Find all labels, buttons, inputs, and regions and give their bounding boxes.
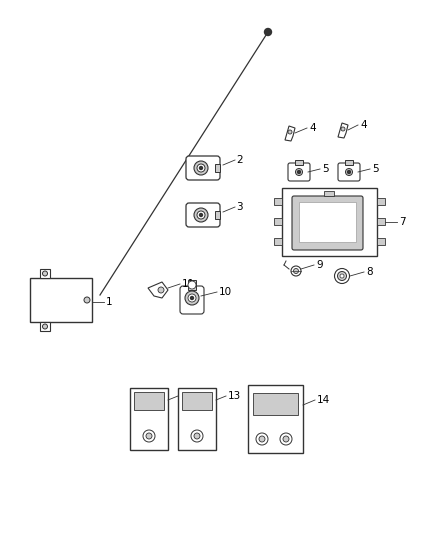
Circle shape [191,296,194,300]
Circle shape [158,287,164,293]
FancyBboxPatch shape [338,163,360,181]
Bar [324,191,334,196]
Text: 14: 14 [317,395,330,405]
Text: 5: 5 [322,164,328,174]
Circle shape [341,127,345,131]
FancyBboxPatch shape [292,196,363,250]
Bar [377,238,385,245]
Circle shape [256,433,268,445]
FancyBboxPatch shape [186,203,220,227]
Bar [299,202,356,242]
Circle shape [143,430,155,442]
Text: 10: 10 [219,287,232,297]
Polygon shape [285,126,295,141]
Circle shape [335,269,350,284]
Bar [274,198,282,205]
Text: 11: 11 [182,279,195,289]
Circle shape [296,168,303,175]
Bar [182,392,212,410]
Circle shape [259,436,265,442]
Text: 4: 4 [309,123,316,133]
Text: 5: 5 [372,164,378,174]
Circle shape [265,28,272,36]
Circle shape [146,433,152,439]
Polygon shape [148,282,168,298]
Text: 8: 8 [366,267,373,277]
Circle shape [84,297,90,303]
Circle shape [346,168,353,175]
Circle shape [188,281,196,289]
Circle shape [194,208,208,222]
Bar [178,388,216,450]
Circle shape [194,433,200,439]
Circle shape [280,433,292,445]
Circle shape [288,130,292,134]
Circle shape [188,294,196,302]
Circle shape [199,166,202,169]
Circle shape [338,271,346,280]
Bar [253,393,298,415]
Text: 1: 1 [106,297,113,307]
Circle shape [191,430,203,442]
Polygon shape [338,123,348,138]
Bar [248,385,303,453]
Circle shape [291,266,301,276]
Circle shape [197,164,205,172]
Bar [40,269,50,278]
Bar [215,211,220,219]
Text: 9: 9 [316,260,323,270]
Bar [130,388,168,450]
Circle shape [293,269,299,273]
Bar [188,280,196,290]
Circle shape [283,436,289,442]
Bar [274,238,282,245]
Bar [377,218,385,225]
Bar [295,160,303,165]
FancyBboxPatch shape [180,286,204,314]
Circle shape [199,214,202,216]
Text: 7: 7 [399,217,406,227]
Text: 13: 13 [228,391,241,401]
Bar [282,188,377,256]
Bar [345,160,353,165]
Circle shape [185,291,199,305]
Bar [274,218,282,225]
Circle shape [347,171,350,174]
Circle shape [197,211,205,219]
Text: 3: 3 [236,202,243,212]
Circle shape [42,271,47,276]
Bar [30,278,92,322]
Text: 2: 2 [236,155,243,165]
Circle shape [340,274,344,278]
Bar [377,198,385,205]
Bar [215,164,220,172]
Bar [134,392,164,410]
Circle shape [297,171,300,174]
FancyBboxPatch shape [288,163,310,181]
Circle shape [194,161,208,175]
Text: 4: 4 [360,120,367,130]
Circle shape [42,324,47,329]
Text: 12: 12 [180,391,193,401]
Bar [40,322,50,331]
FancyBboxPatch shape [186,156,220,180]
